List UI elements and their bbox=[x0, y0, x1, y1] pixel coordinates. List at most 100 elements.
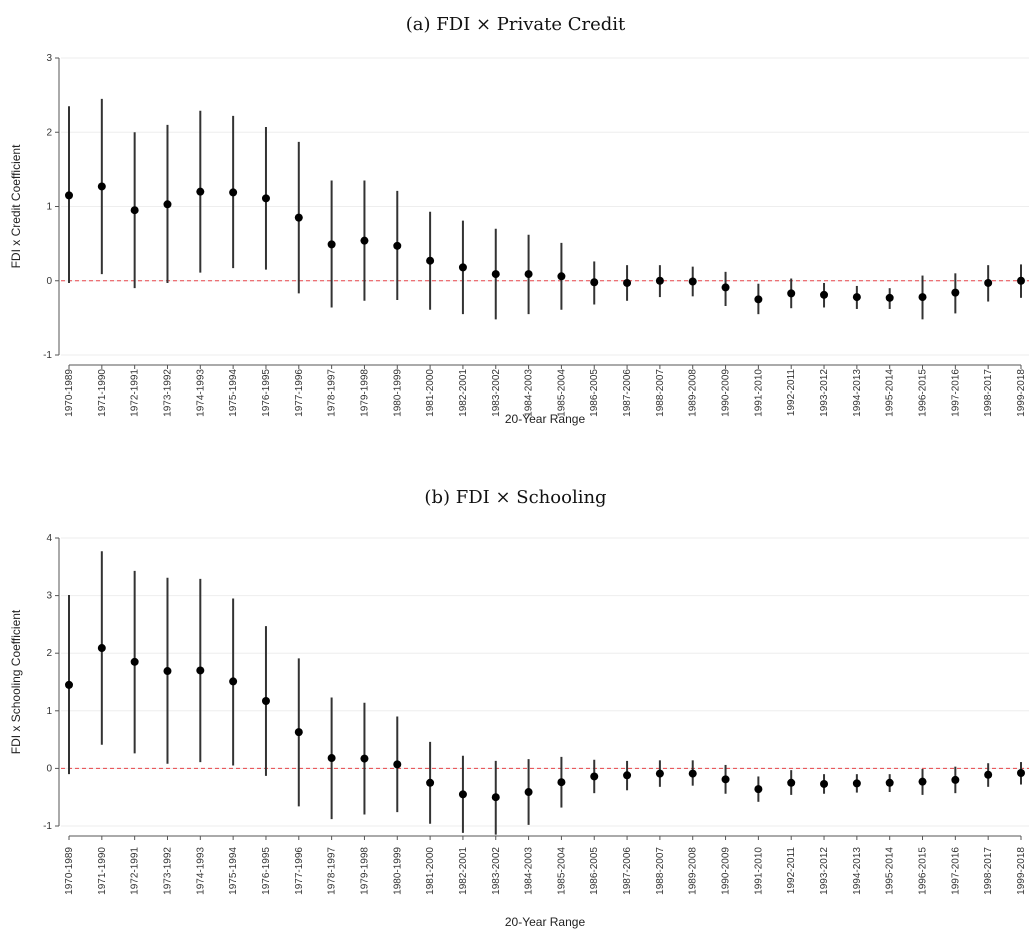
data-point bbox=[754, 785, 763, 794]
x-tick-label: 1998-2017 bbox=[983, 847, 994, 895]
data-point bbox=[918, 777, 927, 786]
data-point bbox=[130, 206, 139, 215]
x-tick-label: 1983-2002 bbox=[491, 369, 502, 417]
data-point bbox=[360, 236, 369, 245]
data-point bbox=[1017, 769, 1025, 778]
x-tick-label: 1981-2000 bbox=[425, 847, 436, 895]
x-tick-label: 1973-1992 bbox=[162, 847, 173, 895]
data-point bbox=[393, 760, 402, 769]
data-point bbox=[1017, 276, 1025, 285]
x-tick-label: 1985-2004 bbox=[556, 847, 567, 895]
x-tick-label: 1988-2007 bbox=[655, 847, 666, 895]
data-point bbox=[721, 283, 730, 292]
data-point bbox=[820, 779, 829, 788]
y-tick-label: 3 bbox=[46, 591, 52, 602]
x-tick-label: 1983-2002 bbox=[491, 847, 502, 895]
x-tick-label: 1978-1997 bbox=[327, 847, 338, 895]
data-point bbox=[97, 182, 106, 191]
data-point bbox=[458, 263, 467, 272]
data-point bbox=[655, 276, 664, 285]
data-point bbox=[97, 644, 106, 653]
data-point bbox=[491, 793, 500, 802]
data-point bbox=[196, 187, 205, 196]
data-point bbox=[885, 293, 894, 302]
data-point bbox=[196, 666, 205, 675]
chart-a: -1 0 1 2 3 1970-1989 1971-1990 1972-1991 1973-19… bbox=[9, 53, 1029, 426]
y-tick-label: -1 bbox=[43, 350, 52, 361]
data-point bbox=[688, 277, 697, 286]
chart-b: -1 0 1 2 3 4 1970-1989 1971-1990 1972-1991 1973-1… bbox=[9, 533, 1029, 929]
x-tick-label: 1998-2017 bbox=[983, 369, 994, 417]
x-tick-label: 1977-1996 bbox=[294, 847, 305, 895]
x-tick-label: 1984-2003 bbox=[524, 847, 535, 895]
x-tick-label: 1987-2006 bbox=[622, 847, 633, 895]
x-tick-label: 1988-2007 bbox=[655, 369, 666, 417]
data-point bbox=[623, 278, 632, 287]
data-point bbox=[393, 241, 402, 250]
x-tick-label: 1997-2016 bbox=[950, 369, 961, 417]
data-point bbox=[655, 769, 664, 778]
x-tick-label: 1972-1991 bbox=[130, 369, 141, 417]
data-point bbox=[458, 790, 467, 799]
x-tick-label: 1999-2018 bbox=[1016, 369, 1027, 417]
data-point bbox=[787, 289, 796, 298]
x-tick-label: 1977-1996 bbox=[294, 369, 305, 417]
x-tick-label: 1979-1998 bbox=[359, 847, 370, 895]
data-point bbox=[721, 775, 730, 784]
data-point bbox=[426, 778, 435, 787]
x-tick-label: 1995-2014 bbox=[885, 369, 896, 417]
chart-title-a: (a) FDI × Private Credit bbox=[405, 14, 626, 35]
data-point bbox=[491, 270, 500, 279]
x-tick-label: 1984-2003 bbox=[524, 369, 535, 417]
x-tick-label: 1989-2008 bbox=[688, 847, 699, 895]
x-tick-label: 1970-1989 bbox=[64, 369, 75, 417]
x-tick-label: 1975-1994 bbox=[228, 847, 239, 895]
x-tick-label: 1971-1990 bbox=[97, 847, 108, 895]
x-tick-label: 1989-2008 bbox=[688, 369, 699, 417]
data-point bbox=[951, 288, 960, 297]
y-tick-label: 1 bbox=[46, 202, 52, 213]
x-tick-label: 1979-1998 bbox=[359, 369, 370, 417]
x-tick-label: 1993-2012 bbox=[819, 847, 830, 895]
chart-title-b: (b) FDI × Schooling bbox=[424, 487, 607, 508]
data-point bbox=[984, 278, 993, 287]
x-tick-label: 1991-2010 bbox=[753, 847, 764, 895]
data-point bbox=[327, 754, 336, 763]
x-tick-label: 1982-2001 bbox=[458, 369, 469, 417]
x-tick-label: 1995-2014 bbox=[885, 847, 896, 895]
y-axis-label: FDI x Credit Coefficient bbox=[9, 144, 23, 268]
data-point bbox=[294, 728, 303, 737]
data-point bbox=[294, 213, 303, 222]
x-axis-label: 20-Year Range bbox=[505, 412, 586, 426]
data-point bbox=[984, 770, 993, 779]
x-tick-label: 1973-1992 bbox=[162, 369, 173, 417]
data-point bbox=[951, 775, 960, 784]
y-tick-label: 2 bbox=[46, 648, 52, 659]
x-tick-label: 1992-2011 bbox=[786, 847, 797, 895]
data-point bbox=[426, 256, 435, 265]
x-tick-label: 1993-2012 bbox=[819, 369, 830, 417]
x-tick-label: 1992-2011 bbox=[786, 369, 797, 417]
y-tick-label: 0 bbox=[46, 276, 52, 287]
data-point bbox=[623, 771, 632, 780]
y-tick-label: 4 bbox=[46, 533, 52, 544]
x-tick-label: 1994-2013 bbox=[852, 847, 863, 895]
data-point bbox=[327, 240, 336, 249]
data-point bbox=[688, 769, 697, 778]
y-axis-label: FDI x Schooling Coefficient bbox=[9, 609, 23, 754]
data-point bbox=[261, 697, 270, 706]
data-point bbox=[885, 778, 894, 787]
x-tick-label: 1974-1993 bbox=[195, 369, 206, 417]
data-point bbox=[820, 290, 829, 299]
x-tick-label: 1985-2004 bbox=[556, 369, 567, 417]
data-point bbox=[524, 270, 533, 279]
data-point bbox=[590, 772, 599, 781]
data-point bbox=[918, 293, 927, 302]
x-tick-label: 1990-2009 bbox=[721, 369, 732, 417]
x-tick-label: 1997-2016 bbox=[950, 847, 961, 895]
x-tick-label: 1996-2015 bbox=[918, 847, 929, 895]
x-tick-label: 1970-1989 bbox=[64, 847, 75, 895]
x-tick-label: 1971-1990 bbox=[97, 369, 108, 417]
x-tick-label: 1991-2010 bbox=[753, 369, 764, 417]
y-tick-label: 2 bbox=[46, 127, 52, 138]
